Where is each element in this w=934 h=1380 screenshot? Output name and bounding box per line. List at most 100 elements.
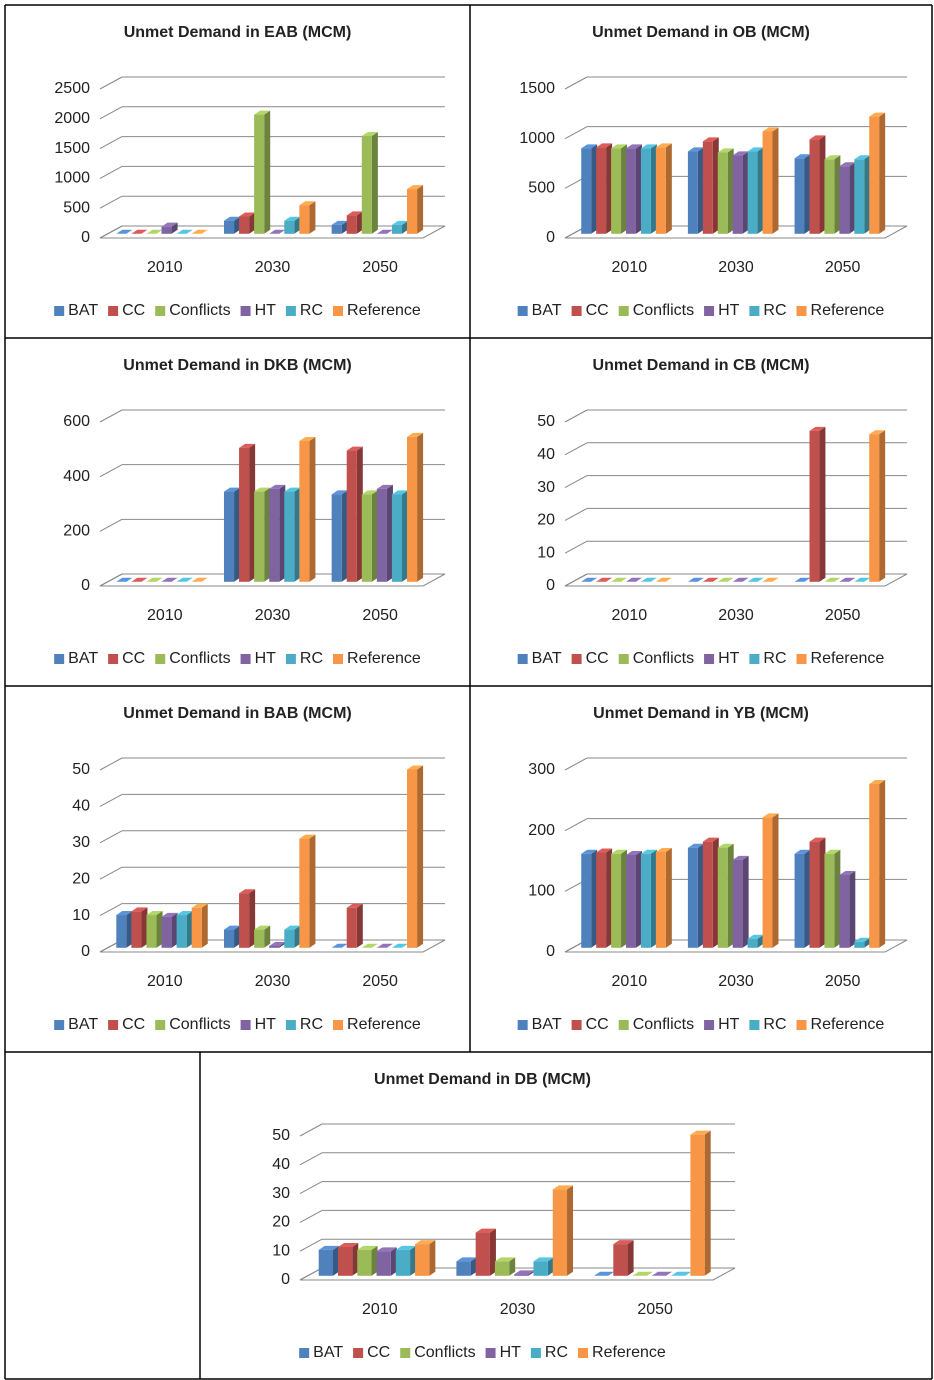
bar: [475, 1232, 490, 1276]
bar-side: [819, 837, 826, 948]
chart-title: Unmet Demand in BAB (MCM): [123, 705, 351, 722]
legend-swatch: [530, 1348, 541, 1358]
bar-top: [747, 934, 764, 939]
x-tick-label: 2030: [718, 607, 754, 624]
legend-label: RC: [300, 1016, 323, 1033]
bar-top: [732, 855, 749, 860]
legend-label: Conflicts: [633, 650, 694, 667]
bar-top: [732, 151, 749, 156]
y-tick-label: 40: [272, 1156, 290, 1173]
bar-top: [116, 229, 133, 234]
y-tick-label: 50: [72, 761, 90, 778]
x-tick-label: 2030: [255, 259, 291, 276]
legend-swatch: [749, 1020, 760, 1030]
bar: [161, 916, 172, 948]
legend-label: HT: [718, 1016, 740, 1033]
bar-top: [702, 137, 719, 142]
bar: [596, 852, 607, 948]
bar-side: [234, 216, 241, 234]
grid-line: [299, 1267, 323, 1281]
bar-top: [794, 849, 811, 854]
bar-top: [626, 850, 642, 855]
bar-top: [376, 1247, 397, 1252]
bar-side: [264, 487, 271, 582]
bar-top: [269, 941, 286, 946]
x-tick-label: 2010: [612, 259, 648, 276]
legend-label: CC: [586, 302, 609, 319]
bar-top: [284, 216, 301, 221]
bar: [407, 769, 418, 948]
legend-label: HT: [255, 650, 277, 667]
bar-top: [176, 577, 193, 582]
legend-swatch: [578, 1348, 589, 1358]
bar-top: [809, 135, 826, 140]
legend-label: Conflicts: [169, 1016, 230, 1033]
x-tick-label: 2050: [362, 607, 398, 624]
bar-side: [279, 484, 286, 582]
legend-swatch: [796, 654, 807, 664]
y-tick-label: 40: [72, 798, 90, 815]
bar: [269, 488, 280, 582]
legend-label: CC: [367, 1344, 390, 1361]
bar: [702, 841, 713, 948]
bar-top: [176, 229, 193, 234]
chart: Unmet Demand in YB (MCM) 0 100 200 300 2010 20…: [517, 705, 908, 1033]
bar-top: [671, 1271, 692, 1276]
grid-line: [299, 1209, 323, 1223]
legend-label: CC: [122, 302, 145, 319]
legend: BAT CC Conflicts HT RC Reference: [517, 1016, 885, 1033]
bar-top: [651, 1271, 673, 1276]
legend-label: Reference: [347, 302, 421, 319]
bar-top: [717, 843, 734, 848]
chart: Unmet Demand in EAB (MCM) 0 500 1000 1500 200…: [54, 24, 446, 319]
grid-line: [99, 518, 123, 532]
table-frame: [4, 4, 933, 1380]
legend-label: Reference: [592, 1344, 666, 1361]
bar: [533, 1261, 548, 1276]
bar-top: [376, 484, 393, 489]
bar: [626, 854, 636, 948]
bar-side: [201, 903, 208, 948]
bar-top: [391, 220, 409, 225]
x-tick-label: 2030: [500, 1301, 536, 1318]
bar-top: [747, 147, 764, 152]
bar-side: [356, 446, 363, 582]
bar-side: [864, 937, 871, 948]
bar-side: [386, 484, 393, 582]
bar: [254, 491, 265, 582]
bar-side: [417, 765, 424, 948]
bar-top: [191, 577, 208, 582]
x-tick-label: 2050: [362, 259, 398, 276]
bar-side: [249, 443, 256, 582]
bar-top: [762, 813, 779, 818]
bar: [854, 941, 865, 948]
x-tick-label: 2030: [718, 259, 754, 276]
grid-line: [99, 757, 123, 771]
bar: [223, 491, 235, 582]
bar: [346, 450, 357, 582]
bar-side: [264, 110, 271, 234]
legend-label: Conflicts: [169, 650, 230, 667]
bar: [869, 784, 880, 948]
bar: [762, 131, 773, 234]
bar-top: [626, 577, 642, 582]
bar-side: [417, 432, 424, 582]
legend-swatch: [240, 1020, 251, 1030]
y-tick-label: 1500: [519, 80, 555, 97]
bar-side: [742, 855, 749, 948]
bar: [854, 159, 865, 234]
bar-side: [294, 216, 301, 234]
bar: [717, 847, 728, 948]
bar-top: [161, 577, 178, 582]
bar-top: [161, 912, 178, 917]
bar-side: [126, 911, 133, 948]
legend-label: Reference: [811, 1016, 885, 1033]
bar-side: [234, 925, 241, 948]
legend-swatch: [333, 654, 344, 664]
bar-side: [757, 934, 764, 948]
bar-top: [331, 490, 348, 495]
legend-label: HT: [255, 302, 277, 319]
legend-label: Conflicts: [414, 1344, 475, 1361]
bar-side: [141, 907, 148, 948]
